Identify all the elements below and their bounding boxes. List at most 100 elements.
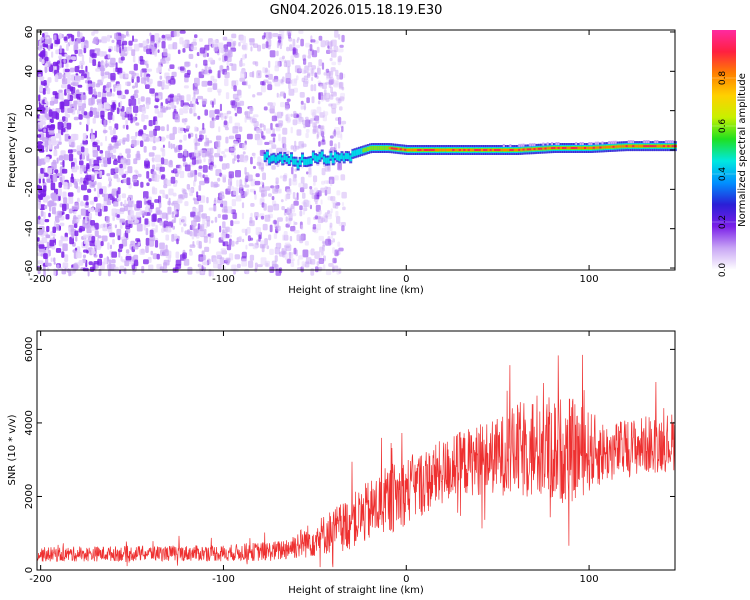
heatmap-cell — [44, 109, 47, 118]
heatmap-cell — [330, 86, 333, 94]
heatmap-cell — [300, 266, 304, 273]
heatmap-cell — [127, 200, 134, 208]
heatmap-cell — [382, 146, 386, 150]
heatmap-cell — [130, 95, 135, 100]
heatmap-cell — [160, 147, 165, 152]
heatmap-cell — [328, 103, 333, 107]
heatmap-cell — [278, 133, 281, 142]
heatmap-cell — [161, 137, 166, 141]
heatmap-cell — [281, 157, 285, 164]
heatmap-cell — [111, 137, 117, 143]
heatmap-cell — [86, 123, 89, 132]
heatmap-cell — [250, 212, 253, 218]
heatmap-cell — [172, 200, 179, 204]
heatmap-cell — [289, 251, 292, 259]
heatmap-cell — [39, 57, 43, 62]
heatmap-cell — [161, 228, 165, 233]
heatmap-cell — [280, 102, 285, 108]
heatmap-cell — [241, 251, 247, 258]
heatmap-cell — [310, 259, 316, 265]
heatmap-cell — [234, 97, 240, 102]
heatmap-cell — [203, 53, 207, 58]
heatmap-cell — [93, 88, 96, 95]
heatmap-cell — [319, 112, 325, 118]
heatmap-cell — [88, 212, 92, 220]
heatmap-cell — [340, 174, 346, 181]
heatmap-cell — [65, 214, 70, 220]
heatmap-cell — [307, 158, 311, 165]
heatmap-cell — [159, 220, 163, 226]
heatmap-cell — [116, 177, 121, 183]
heatmap-cell — [144, 60, 147, 66]
heatmap-cell — [270, 155, 274, 162]
heatmap-cell — [245, 80, 248, 87]
heatmap-cell — [296, 114, 300, 118]
heatmap-cell — [74, 230, 79, 237]
heatmap-cell — [97, 145, 100, 152]
heatmap-cell — [48, 109, 53, 117]
heatmap-cell — [321, 139, 326, 145]
heatmap-cell — [49, 239, 55, 247]
heatmap-cell — [248, 38, 255, 43]
heatmap-cell — [297, 37, 300, 41]
heatmap-cell — [336, 130, 343, 138]
heatmap-cell — [461, 149, 465, 151]
y-tick-label: 4000 — [24, 410, 35, 435]
heatmap-cell — [344, 153, 348, 159]
heatmap-cell — [328, 47, 333, 54]
heatmap-cell — [555, 147, 559, 149]
heatmap-cell — [95, 68, 101, 72]
heatmap-cell — [129, 210, 135, 218]
heatmap-cell — [277, 39, 282, 43]
heatmap-cell — [171, 219, 175, 224]
heatmap-cell — [49, 100, 55, 106]
heatmap-cell — [107, 53, 111, 59]
heatmap-cell — [95, 83, 101, 88]
heatmap-cell — [103, 257, 108, 265]
heatmap-cell — [106, 173, 111, 177]
heatmap-cell — [214, 109, 220, 115]
heatmap-cell — [212, 83, 217, 90]
heatmap-cell — [182, 189, 187, 195]
heatmap-cell — [309, 249, 315, 255]
heatmap-cell — [132, 203, 135, 208]
heatmap-cell — [408, 149, 412, 151]
heatmap-cell — [235, 170, 241, 178]
heatmap-cell — [209, 120, 215, 129]
heatmap-cell — [313, 182, 316, 186]
heatmap-cell — [271, 115, 277, 122]
heatmap-cell — [190, 211, 196, 218]
heatmap-cell — [128, 40, 133, 46]
heatmap-cell — [399, 148, 403, 151]
heatmap-cell — [254, 193, 257, 200]
heatmap-cell — [327, 230, 330, 235]
heatmap-cell — [63, 99, 70, 107]
heatmap-cell — [101, 36, 108, 44]
heatmap-cell — [43, 128, 46, 133]
heatmap-cell — [168, 188, 174, 196]
heatmap-cell — [112, 239, 115, 245]
heatmap-cell — [328, 80, 332, 89]
heatmap-cell — [55, 248, 62, 253]
heatmap-cell — [321, 94, 327, 101]
heatmap-cell — [77, 197, 80, 203]
heatmap-cell — [313, 125, 319, 133]
heatmap-cell — [86, 163, 90, 170]
heatmap-cell — [252, 165, 256, 169]
heatmap-cell — [214, 153, 221, 158]
heatmap-cell — [135, 131, 138, 137]
heatmap-cell — [300, 224, 304, 231]
heatmap-cell — [332, 82, 339, 87]
heatmap-cell — [170, 101, 175, 109]
heatmap-cell — [259, 123, 265, 128]
heatmap-cell — [347, 153, 350, 160]
heatmap-cell — [235, 241, 239, 245]
heatmap-cell — [277, 244, 280, 249]
heatmap-cell — [199, 224, 205, 232]
heatmap-cell — [120, 159, 124, 165]
heatmap-cell — [669, 145, 673, 148]
heatmap-cell — [285, 72, 292, 81]
heatmap-cell — [83, 234, 89, 238]
heatmap-cell — [170, 143, 173, 150]
heatmap-cell — [179, 218, 182, 226]
